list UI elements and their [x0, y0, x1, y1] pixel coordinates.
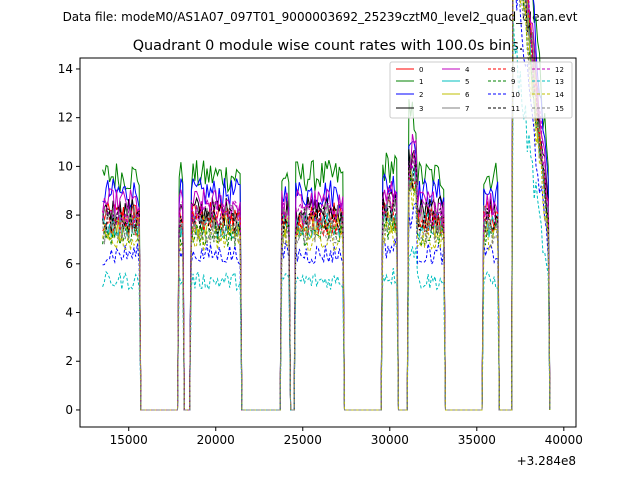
x-tick-label: 25000	[284, 433, 322, 447]
legend-label-10: 10	[511, 91, 520, 99]
legend-label-14: 14	[555, 91, 564, 99]
legend-label-2: 2	[419, 91, 423, 99]
y-tick-label: 4	[65, 306, 73, 320]
x-tick-label: 20000	[197, 433, 235, 447]
legend-label-5: 5	[465, 78, 469, 86]
legend-frame	[389, 61, 573, 119]
x-axis: 15000 20000 25000 30000 35000 40000	[110, 427, 583, 447]
legend-label-12: 12	[555, 66, 564, 74]
legend-label-7: 7	[465, 105, 469, 113]
plot-series-group	[102, 0, 551, 411]
legend-label-6: 6	[465, 91, 470, 99]
legend-label-13: 13	[555, 78, 564, 86]
y-tick-label: 10	[58, 159, 73, 173]
legend-label-11: 11	[511, 105, 520, 113]
legend-label-9: 9	[511, 78, 515, 86]
y-tick-label: 14	[58, 62, 73, 76]
x-tick-label: 30000	[371, 433, 409, 447]
legend-label-3: 3	[419, 105, 423, 113]
chart-title: Quadrant 0 module wise count rates with …	[133, 38, 524, 54]
legend-label-4: 4	[465, 66, 470, 74]
x-tick-label: 35000	[458, 433, 496, 447]
figure-suptitle: Data file: modeM0/AS1A07_097T01_90000036…	[63, 10, 578, 24]
legend-label-1: 1	[419, 78, 423, 86]
legend-label-15: 15	[555, 105, 564, 113]
y-tick-label: 12	[58, 111, 73, 125]
y-axis: 0 2 4 6 8 10 12 14	[58, 62, 80, 417]
legend-label-8: 8	[511, 66, 515, 74]
axes-frame	[79, 57, 577, 428]
series-line-15	[102, 0, 551, 411]
y-tick-label: 2	[65, 354, 73, 368]
y-tick-label: 8	[65, 208, 73, 222]
x-tick-label: 15000	[110, 433, 148, 447]
series-line-14	[102, 0, 551, 411]
y-tick-label: 0	[65, 403, 73, 417]
y-tick-label: 6	[65, 257, 73, 271]
x-offset-label: +3.284e8	[517, 454, 576, 468]
x-tick-label: 40000	[545, 433, 583, 447]
legend-label-0: 0	[419, 66, 423, 74]
